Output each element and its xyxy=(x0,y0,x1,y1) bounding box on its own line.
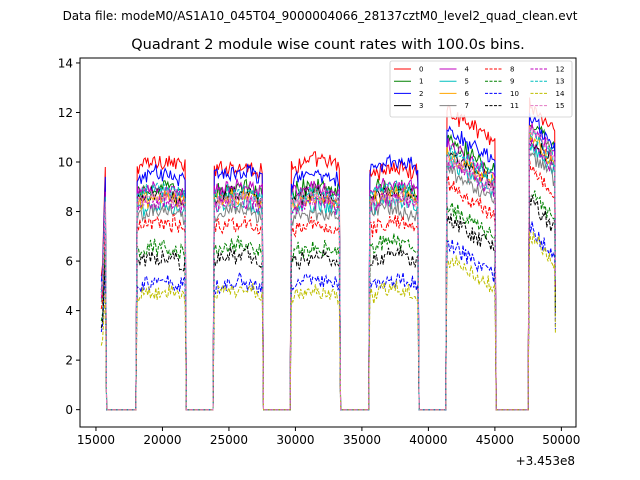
y-tick-label: 2 xyxy=(65,354,73,368)
legend-label-10: 10 xyxy=(510,90,519,98)
legend-frame xyxy=(389,60,573,118)
plot-frame xyxy=(79,57,577,428)
legend-label-4: 4 xyxy=(465,66,470,74)
series-line-11 xyxy=(100,193,556,411)
x-tick-label: 35000 xyxy=(343,433,381,447)
x-axis-offset-label: +3.453e8 xyxy=(516,454,575,468)
series-line-12 xyxy=(100,138,556,411)
series-line-7 xyxy=(100,152,556,411)
x-tick-label: 25000 xyxy=(210,433,248,447)
legend-label-15: 15 xyxy=(556,102,565,110)
y-tick-label: 12 xyxy=(58,106,73,120)
x-tick-label: 40000 xyxy=(409,433,447,447)
series-line-8 xyxy=(100,158,556,411)
series-line-14 xyxy=(100,231,556,411)
x-tick-label: 30000 xyxy=(276,433,314,447)
legend-label-6: 6 xyxy=(465,90,470,98)
chart-title: Quadrant 2 module wise count rates with … xyxy=(131,37,525,53)
legend-label-9: 9 xyxy=(510,78,514,86)
axes-layer: 15000 20000 25000 30000 35000 40000 45000 50000… xyxy=(58,56,581,447)
y-tick-label: 0 xyxy=(65,403,73,417)
y-tick-label: 14 xyxy=(58,56,73,70)
x-tick-label: 20000 xyxy=(143,433,181,447)
legend-label-12: 12 xyxy=(556,66,565,74)
legend-label-1: 1 xyxy=(419,78,423,86)
y-tick-label: 4 xyxy=(65,304,73,318)
series-line-6 xyxy=(100,125,556,411)
legend-label-14: 14 xyxy=(556,90,565,98)
x-tick-label: 15000 xyxy=(77,433,115,447)
legend-label-13: 13 xyxy=(556,78,565,86)
legend-label-3: 3 xyxy=(419,102,423,110)
figure-suptitle: Data file: modeM0/AS1A10_045T04_90000040… xyxy=(63,9,578,23)
series-line-15 xyxy=(100,126,556,411)
legend-label-5: 5 xyxy=(465,78,469,86)
series-line-9 xyxy=(100,190,556,411)
y-tick-label: 6 xyxy=(65,255,73,269)
x-tick-label: 50000 xyxy=(542,433,580,447)
legend-label-0: 0 xyxy=(419,66,423,74)
x-tick-label: 45000 xyxy=(476,433,514,447)
series-line-2 xyxy=(100,112,556,411)
legend-label-7: 7 xyxy=(465,102,469,110)
y-tick-label: 8 xyxy=(65,205,73,219)
legend-label-8: 8 xyxy=(510,66,514,74)
y-tick-label: 10 xyxy=(58,156,73,170)
legend-label-11: 11 xyxy=(510,102,519,110)
series-line-0 xyxy=(100,97,556,411)
series-layer xyxy=(100,97,556,411)
legend-label-2: 2 xyxy=(419,90,423,98)
